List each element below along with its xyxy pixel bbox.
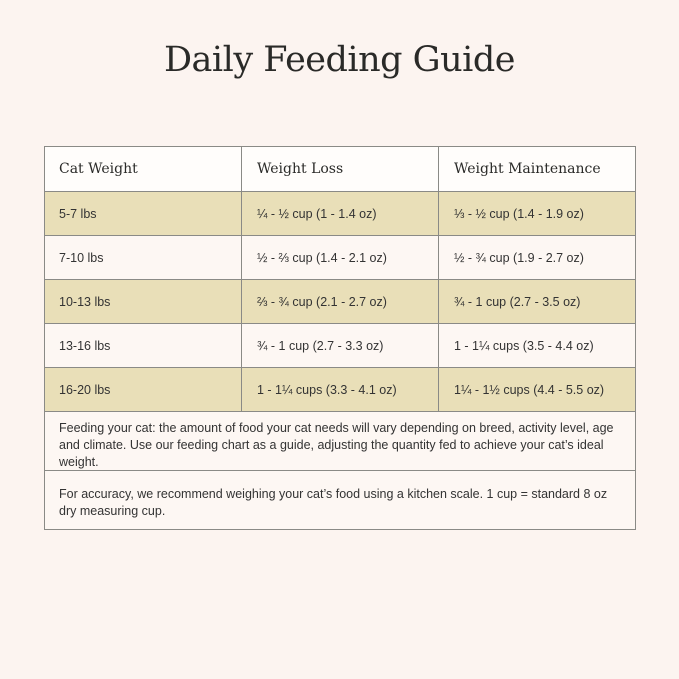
table-row: 13-16 lbs ¾ - 1 cup (2.7 - 3.3 oz) 1 - 1… [45,323,635,367]
weight-maintenance-cell: ⅓ - ½ cup (1.4 - 1.9 oz) [454,206,584,221]
cat-weight-cell: 5-7 lbs [45,192,242,235]
weight-maintenance-cell: ¾ - 1 cup (2.7 - 3.5 oz) [454,294,581,309]
weight-loss-cell: ⅔ - ¾ cup (2.1 - 2.7 oz) [242,280,439,323]
table-header-row: Cat Weight Weight Loss Weight Maintenanc… [45,147,635,191]
accuracy-note: For accuracy, we recommend weighing your… [45,470,635,529]
weight-loss-cell: ½ - ⅔ cup (1.4 - 2.1 oz) [242,236,439,279]
table-row: 5-7 lbs ¼ - ½ cup (1 - 1.4 oz) ⅓ - ½ cup… [45,191,635,235]
weight-maintenance-cell: ½ - ¾ cup (1.9 - 2.7 oz) [454,250,584,265]
table-row: 10-13 lbs ⅔ - ¾ cup (2.1 - 2.7 oz) ¾ - 1… [45,279,635,323]
page-title: Daily Feeding Guide [164,40,516,80]
cat-weight-cell: 16-20 lbs [45,368,242,411]
cat-weight-cell: 10-13 lbs [45,280,242,323]
table-row: 16-20 lbs 1 - 1¼ cups (3.3 - 4.1 oz) 1¼ … [45,367,635,411]
table-row: 7-10 lbs ½ - ⅔ cup (1.4 - 2.1 oz) ½ - ¾ … [45,235,635,279]
header-weight-loss: Weight Loss [242,147,439,191]
weight-maintenance-cell: 1 - 1¼ cups (3.5 - 4.4 oz) [454,338,594,353]
header-weight-maintenance: Weight Maintenance [454,161,601,177]
feeding-note: Feeding your cat: the amount of food you… [45,411,635,470]
header-cat-weight: Cat Weight [45,147,242,191]
weight-loss-cell: 1 - 1¼ cups (3.3 - 4.1 oz) [242,368,439,411]
weight-loss-cell: ¾ - 1 cup (2.7 - 3.3 oz) [242,324,439,367]
feeding-table: Cat Weight Weight Loss Weight Maintenanc… [44,146,636,530]
cat-weight-cell: 13-16 lbs [45,324,242,367]
weight-loss-cell: ¼ - ½ cup (1 - 1.4 oz) [242,192,439,235]
weight-maintenance-cell: 1¼ - 1½ cups (4.4 - 5.5 oz) [454,382,605,397]
cat-weight-cell: 7-10 lbs [45,236,242,279]
